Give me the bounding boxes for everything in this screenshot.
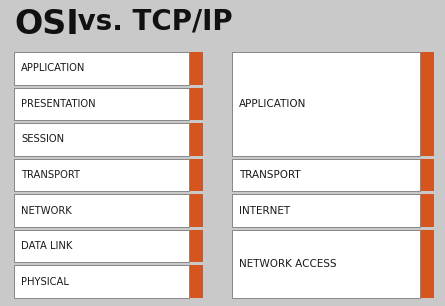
Text: NETWORK: NETWORK bbox=[21, 206, 72, 215]
Text: APPLICATION: APPLICATION bbox=[239, 99, 306, 109]
Text: DATA LINK: DATA LINK bbox=[21, 241, 73, 251]
Bar bbox=[232, 159, 434, 191]
Bar bbox=[232, 52, 434, 156]
Bar bbox=[14, 230, 203, 263]
Bar bbox=[14, 123, 203, 156]
Text: INTERNET: INTERNET bbox=[239, 206, 290, 215]
Bar bbox=[14, 159, 203, 191]
Bar bbox=[232, 194, 434, 227]
Bar bbox=[232, 230, 420, 298]
Text: TRANSPORT: TRANSPORT bbox=[21, 170, 80, 180]
Bar bbox=[14, 159, 189, 191]
Bar bbox=[232, 194, 420, 227]
Text: PHYSICAL: PHYSICAL bbox=[21, 277, 69, 287]
Bar bbox=[14, 265, 189, 298]
Text: OSI: OSI bbox=[14, 8, 79, 41]
Text: NETWORK ACCESS: NETWORK ACCESS bbox=[239, 259, 336, 269]
Text: APPLICATION: APPLICATION bbox=[21, 63, 85, 73]
Bar bbox=[14, 194, 203, 227]
Bar bbox=[14, 265, 203, 298]
Bar bbox=[14, 194, 189, 227]
Text: PRESENTATION: PRESENTATION bbox=[21, 99, 96, 109]
Bar bbox=[232, 52, 420, 156]
Bar bbox=[14, 52, 189, 84]
Bar bbox=[232, 159, 420, 191]
Text: SESSION: SESSION bbox=[21, 134, 64, 144]
Bar bbox=[14, 52, 203, 84]
Text: TRANSPORT: TRANSPORT bbox=[239, 170, 301, 180]
Text: vs. TCP/IP: vs. TCP/IP bbox=[68, 8, 233, 36]
Bar bbox=[14, 123, 189, 156]
Bar bbox=[14, 230, 189, 263]
Bar bbox=[14, 88, 203, 120]
Bar bbox=[232, 230, 434, 298]
Bar bbox=[14, 88, 189, 120]
